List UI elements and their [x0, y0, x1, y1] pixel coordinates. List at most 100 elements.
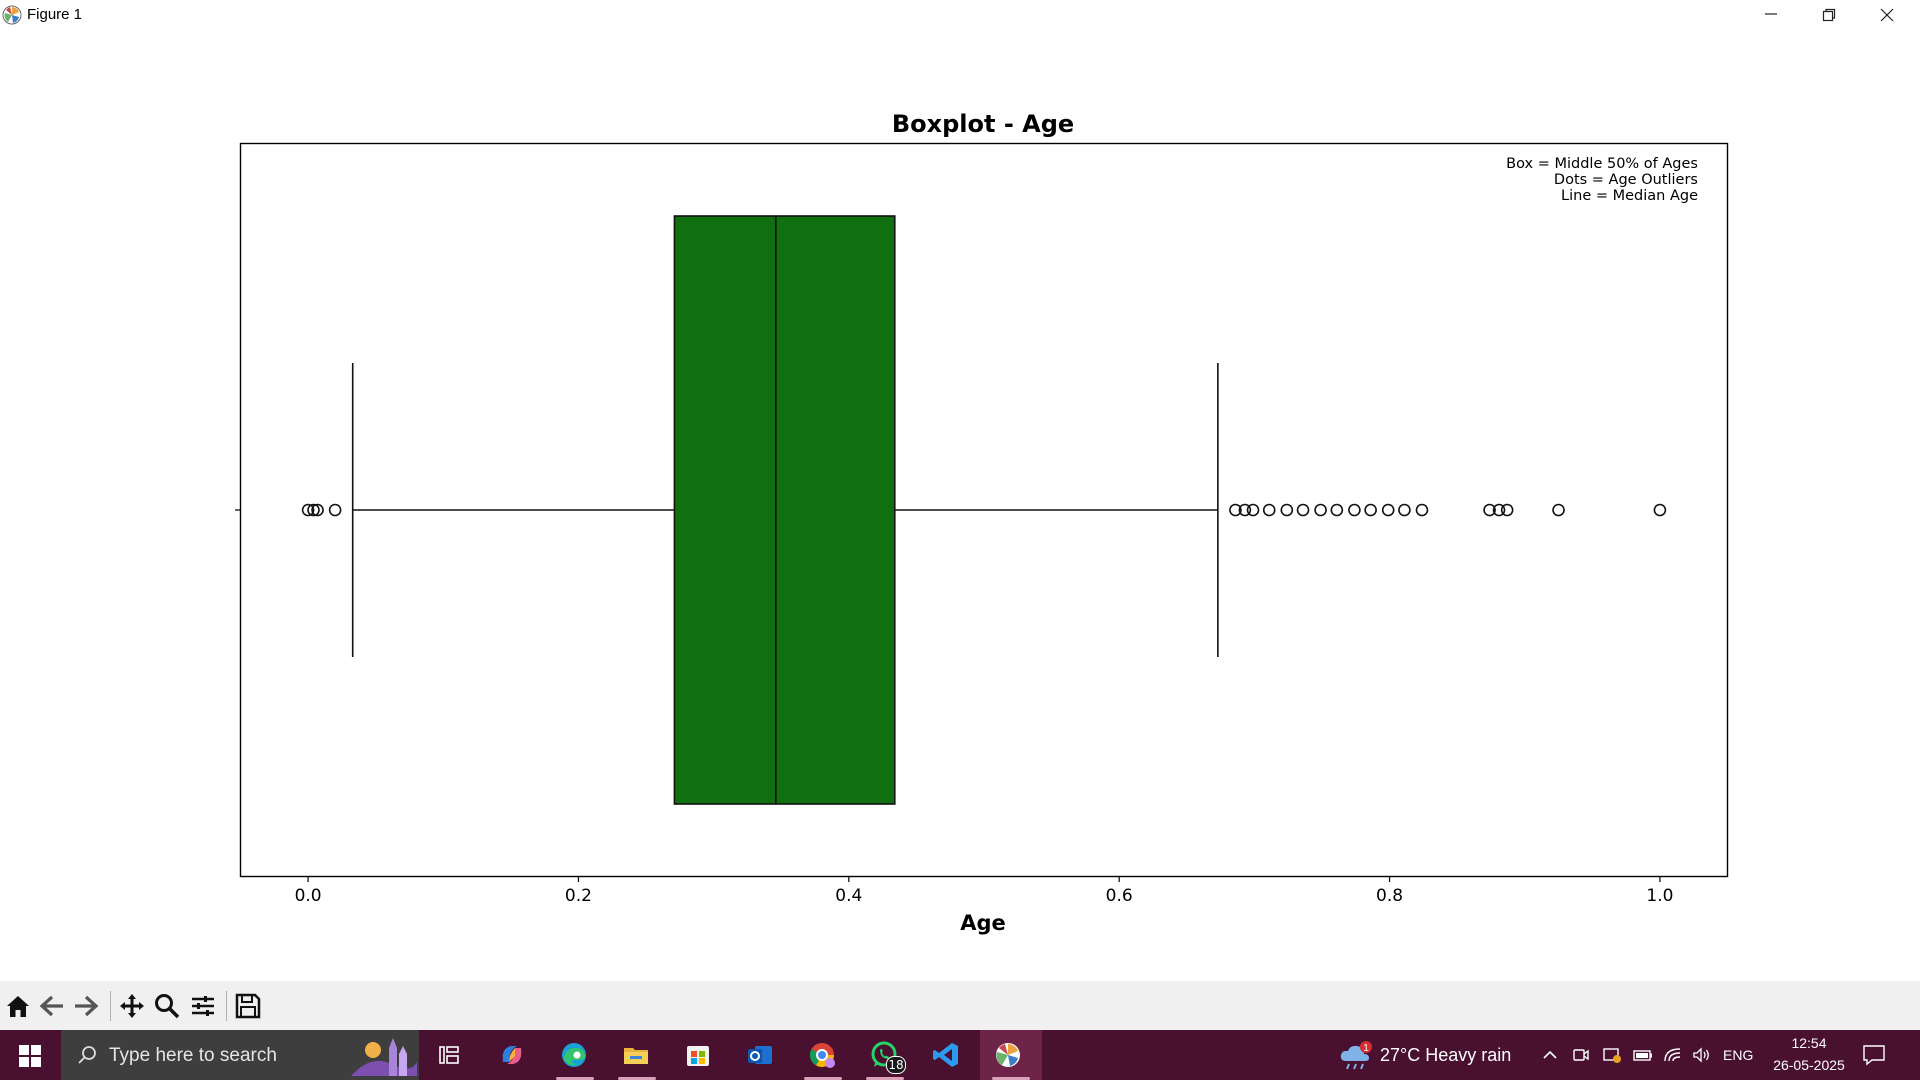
outlier-point: [1552, 503, 1565, 517]
whatsapp-icon: [871, 1041, 897, 1067]
taskbar-vscode[interactable]: [918, 1030, 976, 1080]
back-icon: [39, 995, 63, 1017]
matplotlib-icon: [996, 1043, 1020, 1067]
navigation-toolbar: [0, 981, 1920, 1030]
weather-alert-count: 1: [1363, 1043, 1369, 1054]
legend-line-median: Line = Median Age: [1561, 188, 1698, 204]
windows-logo-icon: [19, 1045, 41, 1067]
home-icon: [7, 996, 29, 1017]
input-language-indicator[interactable]: ENG: [1723, 1047, 1754, 1063]
x-tick-label: 0.0: [295, 886, 322, 906]
boxplot-chart: Boxplot - Age Box = Middle 50% of Ages D…: [235, 110, 1729, 935]
back-button[interactable]: [36, 990, 68, 1022]
taskbar-file-explorer[interactable]: [608, 1030, 666, 1080]
outlier-point: [1296, 503, 1310, 517]
outlier-point: [1483, 503, 1496, 517]
restore-button[interactable]: [1800, 0, 1858, 30]
running-indicator: [618, 1077, 656, 1080]
toolbar-separator: [110, 991, 111, 1021]
window-title: Figure 1: [27, 6, 83, 23]
outlier-point: [1364, 503, 1377, 517]
minimize-button[interactable]: [1742, 0, 1800, 30]
home-button[interactable]: [2, 990, 34, 1022]
chrome-icon: [809, 1043, 835, 1068]
toolbar-separator: [226, 991, 227, 1021]
clock-date[interactable]: 26-05-2025: [1773, 1057, 1845, 1073]
running-indicator: [804, 1077, 842, 1080]
windows-taskbar: Type here to search: [0, 1030, 1920, 1080]
battery-icon[interactable]: [1633, 1046, 1653, 1064]
meet-now-icon[interactable]: [1572, 1046, 1590, 1064]
taskbar-search-box[interactable]: Type here to search: [61, 1030, 419, 1080]
x-tick-label: 0.6: [1106, 886, 1133, 906]
outlier-point: [1381, 503, 1395, 517]
minimize-icon: [1765, 13, 1777, 15]
outlier-point: [1492, 503, 1506, 517]
x-tick-label: 0.2: [565, 886, 592, 906]
legend-line-dots: Dots = Age Outliers: [1554, 172, 1698, 188]
outlier-point: [1415, 503, 1429, 517]
pan-button[interactable]: [116, 990, 148, 1022]
outlier-point: [1262, 503, 1276, 517]
save-icon: [235, 993, 261, 1019]
wifi-icon[interactable]: [1663, 1046, 1683, 1064]
search-highlight-art-icon: [351, 1038, 417, 1076]
whatsapp-unread-badge: 18: [886, 1056, 906, 1074]
running-indicator: [866, 1077, 904, 1080]
pan-icon: [120, 994, 144, 1018]
outlier-point: [1280, 503, 1294, 517]
outlier-point: [1348, 503, 1361, 517]
iqr-box: [673, 215, 896, 805]
edge-browser-icon: [562, 1043, 586, 1067]
close-button[interactable]: [1858, 0, 1916, 30]
restore-icon: [1822, 8, 1836, 22]
clock-time[interactable]: 12:54: [1791, 1035, 1827, 1051]
chart-title: Boxplot - Age: [892, 110, 1074, 138]
security-status-icon[interactable]: [1602, 1046, 1622, 1064]
x-tick-label: 1.0: [1646, 886, 1673, 906]
forward-button[interactable]: [70, 990, 102, 1022]
save-button[interactable]: [232, 990, 264, 1022]
zoom-icon: [155, 994, 180, 1019]
outlier-point: [1314, 503, 1327, 517]
x-axis-label: Age: [960, 911, 1006, 935]
folder-icon: [624, 1048, 648, 1064]
taskbar-chrome[interactable]: [794, 1030, 852, 1080]
taskbar-outlook[interactable]: [732, 1030, 790, 1080]
weather-status[interactable]: 27°C Heavy rain: [1380, 1045, 1512, 1065]
taskbar-whatsapp[interactable]: 18: [856, 1030, 914, 1080]
task-view-button[interactable]: [421, 1030, 479, 1080]
search-icon: [78, 1046, 96, 1064]
forward-icon: [75, 995, 99, 1017]
outlier-point: [1398, 503, 1411, 517]
legend-text: Box = Middle 50% of Ages Dots = Age Outl…: [1506, 156, 1698, 204]
active-indicator: [992, 1077, 1030, 1080]
outlier-point: [1653, 503, 1667, 517]
outlook-icon: [748, 1046, 772, 1064]
start-button[interactable]: [0, 1030, 60, 1080]
taskbar-copilot[interactable]: [484, 1030, 542, 1080]
taskbar-matplotlib-figure[interactable]: [980, 1030, 1042, 1080]
show-hidden-icons-chevron-up-icon[interactable]: [1541, 1046, 1559, 1064]
outlier-point: [1246, 503, 1260, 517]
outlier-point: [1500, 503, 1514, 517]
configure-subplots-button[interactable]: [187, 990, 219, 1022]
weather-rain-icon[interactable]: 1: [1338, 1041, 1372, 1071]
taskbar-edge[interactable]: [546, 1030, 604, 1080]
window-titlebar: Figure 1: [0, 0, 1920, 30]
figure-canvas[interactable]: Boxplot - Age Box = Middle 50% of Ages D…: [0, 30, 1920, 981]
notifications-icon[interactable]: [1862, 1043, 1886, 1067]
x-tick-label: 0.8: [1376, 886, 1403, 906]
outlier-point: [1229, 503, 1242, 517]
task-view-icon: [439, 1046, 459, 1064]
x-tick-label: 0.4: [835, 886, 862, 906]
search-placeholder: Type here to search: [109, 1045, 277, 1066]
outlier-point: [328, 503, 342, 517]
configure-subplots-icon: [192, 996, 214, 1016]
zoom-button[interactable]: [151, 990, 183, 1022]
volume-icon[interactable]: [1692, 1046, 1712, 1064]
taskbar-microsoft-store[interactable]: [670, 1030, 728, 1080]
running-indicator: [556, 1077, 594, 1080]
outlier-point: [301, 503, 315, 517]
copilot-icon: [502, 1046, 522, 1064]
